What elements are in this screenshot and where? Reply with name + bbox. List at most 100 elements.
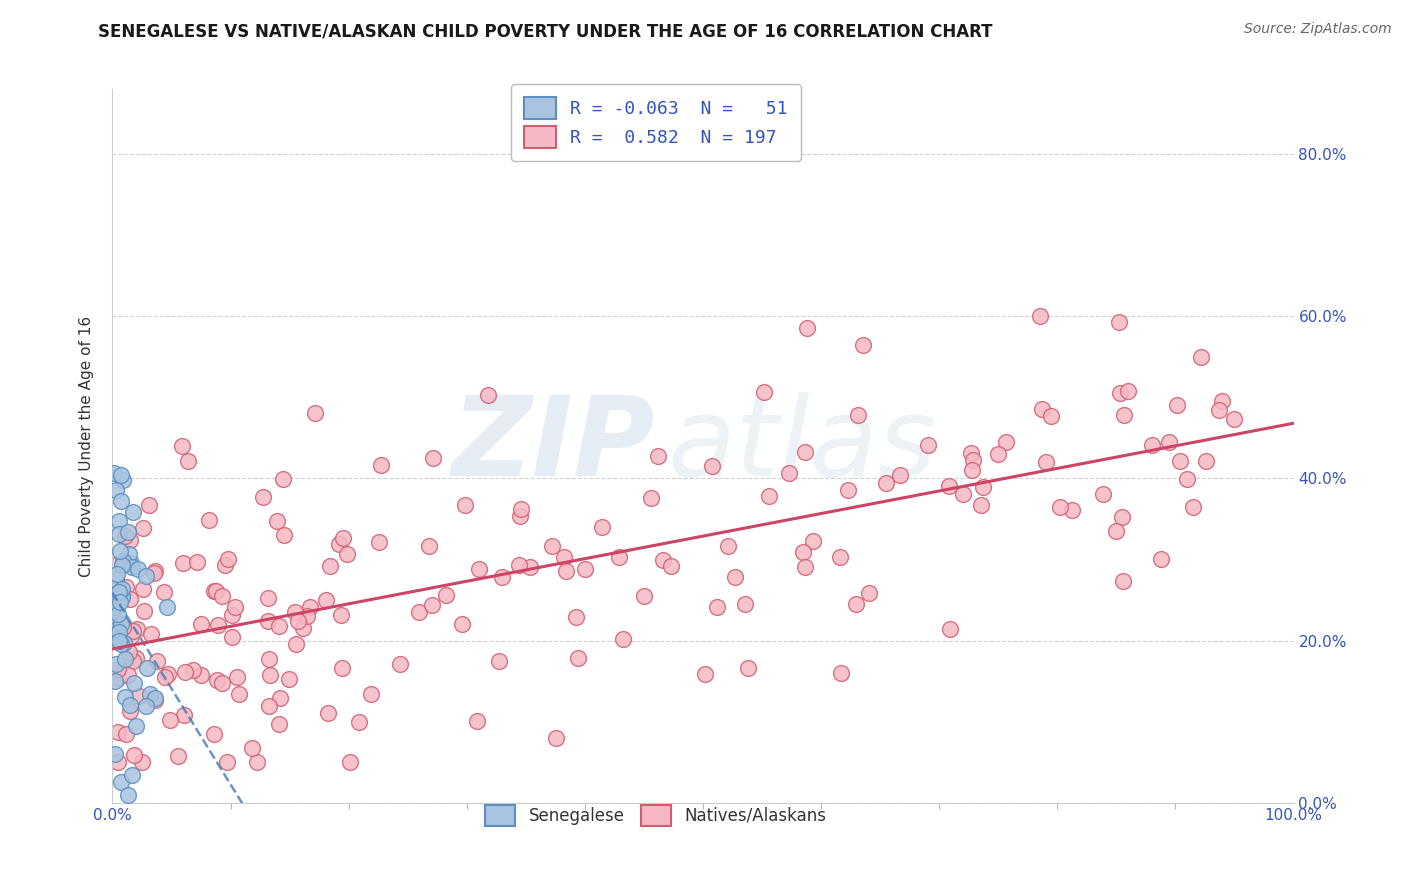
- Point: [224, 599, 246, 614]
- Point: [607, 549, 630, 564]
- Point: [202, 727, 225, 741]
- Point: [304, 406, 326, 420]
- Point: [291, 621, 314, 635]
- Point: [117, 667, 139, 681]
- Point: [651, 553, 673, 567]
- Point: [124, 748, 146, 763]
- Point: [110, 774, 132, 789]
- Point: [125, 651, 148, 665]
- Point: [1208, 402, 1230, 417]
- Point: [1116, 384, 1139, 399]
- Point: [858, 585, 880, 599]
- Point: [830, 666, 852, 681]
- Point: [1157, 435, 1180, 450]
- Point: [1168, 454, 1191, 468]
- Text: atlas: atlas: [668, 392, 936, 500]
- Point: [152, 585, 174, 599]
- Point: [221, 630, 243, 644]
- Point: [108, 624, 131, 639]
- Point: [111, 554, 134, 568]
- Point: [104, 574, 127, 588]
- Point: [110, 467, 132, 482]
- Point: [962, 463, 984, 477]
- Point: [217, 756, 239, 770]
- Point: [135, 699, 157, 714]
- Point: [112, 636, 135, 650]
- Text: Source: ZipAtlas.com: Source: ZipAtlas.com: [1244, 22, 1392, 37]
- Point: [107, 724, 129, 739]
- Point: [287, 614, 309, 628]
- Point: [122, 505, 145, 519]
- Point: [851, 338, 873, 352]
- Point: [388, 657, 411, 672]
- Point: [214, 558, 236, 572]
- Point: [190, 668, 212, 682]
- Point: [454, 498, 477, 512]
- Point: [135, 661, 157, 675]
- Point: [117, 547, 139, 561]
- Point: [509, 509, 531, 524]
- Point: [717, 539, 740, 553]
- Point: [339, 756, 361, 770]
- Point: [640, 491, 662, 505]
- Point: [107, 623, 129, 637]
- Point: [107, 671, 129, 685]
- Point: [110, 494, 132, 508]
- Point: [132, 582, 155, 596]
- Point: [1195, 454, 1218, 468]
- Point: [1175, 472, 1198, 486]
- Point: [138, 498, 160, 512]
- Point: [111, 589, 134, 603]
- Point: [107, 584, 129, 599]
- Point: [752, 384, 775, 399]
- Point: [315, 593, 337, 607]
- Point: [553, 549, 575, 564]
- Point: [1222, 412, 1244, 426]
- Point: [132, 604, 155, 618]
- Point: [1108, 315, 1130, 329]
- Point: [127, 623, 149, 637]
- Point: [837, 483, 859, 497]
- Point: [139, 627, 162, 641]
- Point: [202, 584, 225, 599]
- Point: [295, 609, 318, 624]
- Point: [737, 661, 759, 675]
- Point: [114, 624, 136, 638]
- Point: [124, 719, 146, 733]
- Point: [118, 645, 141, 659]
- Point: [422, 450, 444, 465]
- Point: [128, 689, 150, 703]
- Point: [987, 447, 1010, 461]
- Point: [796, 321, 818, 335]
- Point: [159, 713, 181, 727]
- Point: [633, 590, 655, 604]
- Point: [228, 687, 250, 701]
- Point: [1060, 503, 1083, 517]
- Point: [266, 514, 288, 528]
- Point: [574, 562, 596, 576]
- Point: [1049, 500, 1071, 514]
- Point: [211, 590, 233, 604]
- Point: [420, 598, 443, 612]
- Point: [146, 654, 169, 668]
- Point: [1029, 309, 1052, 323]
- Point: [155, 600, 177, 615]
- Point: [108, 527, 131, 541]
- Point: [120, 698, 142, 713]
- Point: [848, 408, 870, 422]
- Point: [226, 670, 249, 684]
- Point: [112, 473, 135, 487]
- Point: [794, 560, 817, 574]
- Point: [127, 562, 149, 576]
- Point: [115, 727, 138, 741]
- Point: [177, 454, 200, 468]
- Point: [135, 569, 157, 583]
- Point: [1189, 350, 1212, 364]
- Point: [118, 558, 141, 572]
- Point: [122, 654, 145, 668]
- Point: [418, 539, 440, 553]
- Point: [508, 558, 530, 572]
- Point: [612, 632, 634, 647]
- Point: [285, 637, 308, 651]
- Point: [170, 439, 193, 453]
